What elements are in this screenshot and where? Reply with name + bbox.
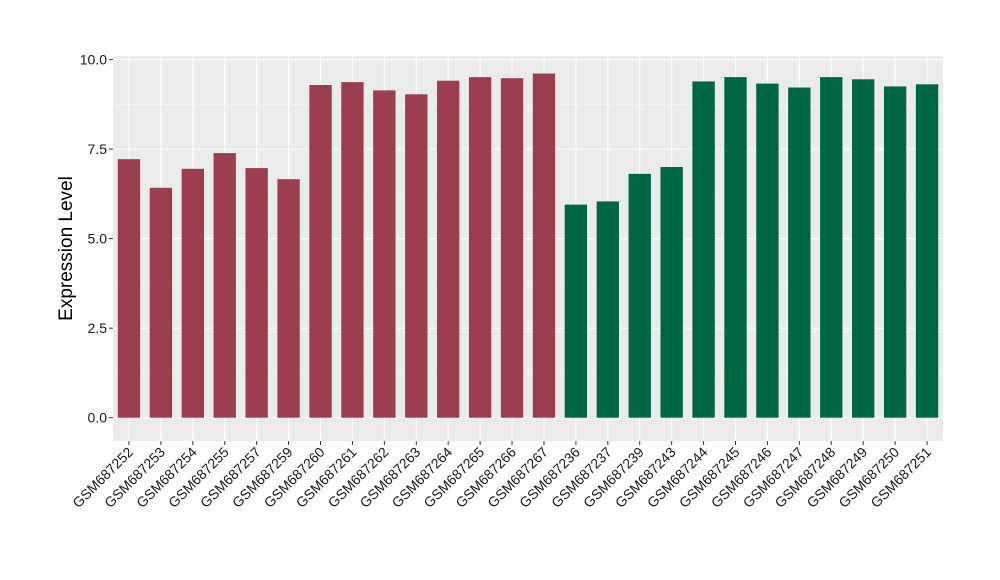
bar-GSM687267	[532, 73, 556, 418]
bars	[117, 73, 939, 418]
y-axis: 0.0 2.5 5.0 7.5 10.0	[80, 52, 113, 426]
bar-GSM687252	[117, 159, 141, 418]
bar-GSM687246	[756, 83, 779, 418]
y-tick-label: 0.0	[88, 410, 108, 426]
y-tick-label: 10.0	[80, 52, 107, 68]
bar-GSM687254	[181, 168, 204, 418]
bar-GSM687255	[213, 153, 236, 418]
y-tick-label: 7.5	[88, 141, 108, 157]
bar-GSM687249	[852, 79, 875, 418]
bar-GSM687250	[883, 86, 907, 418]
bar-GSM687243	[660, 167, 683, 418]
bar-GSM687259	[277, 179, 300, 418]
bar-GSM687257	[245, 168, 268, 418]
bar-GSM687264	[437, 80, 460, 418]
bar-GSM687265	[468, 77, 492, 418]
bar-GSM687247	[788, 87, 811, 418]
plot-panel	[113, 56, 943, 441]
bar-GSM687261	[341, 82, 364, 418]
bar-GSM687245	[724, 77, 747, 418]
bar-GSM687248	[820, 77, 843, 418]
bar-GSM687260	[309, 85, 332, 418]
y-tick-label: 2.5	[88, 320, 108, 336]
bar-GSM687236	[564, 204, 588, 418]
bar-GSM687239	[628, 173, 651, 418]
bar-GSM687237	[596, 201, 619, 418]
bar-GSM687262	[373, 90, 396, 418]
bar-GSM687253	[149, 187, 173, 418]
bar-GSM687266	[500, 78, 524, 418]
bar-GSM687251	[915, 84, 939, 418]
y-axis-title: Expression Level	[56, 176, 77, 321]
bar-GSM687263	[405, 94, 428, 418]
bar-GSM687244	[692, 81, 715, 418]
y-tick-label: 5.0	[88, 231, 108, 247]
x-axis: GSM687252GSM687253GSM687254GSM687255GSM6…	[69, 441, 934, 511]
